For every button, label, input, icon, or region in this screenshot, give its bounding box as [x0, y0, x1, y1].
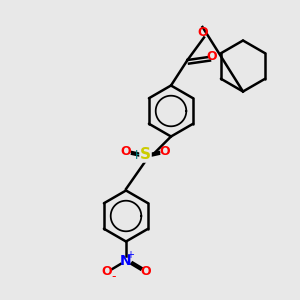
Text: O: O: [197, 26, 208, 39]
Text: O: O: [160, 145, 170, 158]
Text: HN: HN: [135, 149, 153, 163]
Text: O: O: [121, 145, 131, 158]
Text: O: O: [140, 265, 151, 278]
Text: -: -: [111, 270, 116, 283]
Text: N: N: [120, 254, 132, 268]
Text: S: S: [140, 147, 151, 162]
Text: O: O: [101, 265, 112, 278]
Text: +: +: [127, 250, 134, 260]
Text: O: O: [207, 50, 218, 64]
